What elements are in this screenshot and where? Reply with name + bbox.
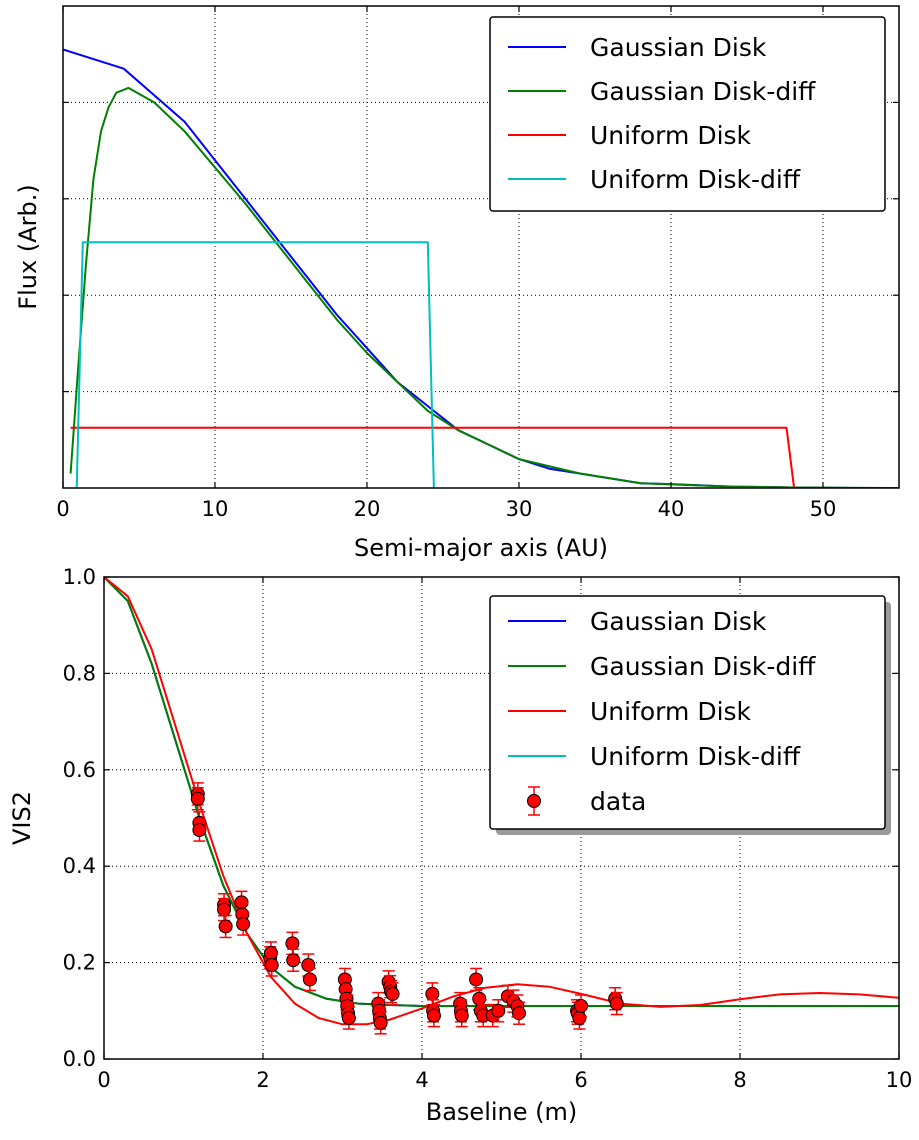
data-point [385, 986, 400, 1001]
data-point [192, 823, 207, 838]
legend: Gaussian Disk Gaussian Disk-diff Uniform D… [489, 16, 886, 212]
series-line-uniform-disk [70, 426, 796, 488]
y-tick-label: 0.6 [63, 758, 96, 782]
series-group [63, 48, 899, 488]
y-tick-label: 0.0 [63, 1047, 96, 1071]
data-point [454, 1008, 469, 1023]
x-tick-label: 4 [415, 1068, 428, 1092]
data-point [218, 919, 233, 934]
y-tick-label: 1.0 [63, 565, 96, 589]
data-point [373, 1015, 388, 1030]
data-point [425, 986, 440, 1001]
plot-frame [62, 5, 900, 489]
legend-box [489, 595, 886, 830]
data-point [302, 972, 317, 987]
series-line-uniform-disk [104, 577, 899, 1026]
data-point [217, 902, 232, 917]
legend-label: Gaussian Disk [590, 33, 767, 62]
x-tick-label: 0 [56, 497, 69, 521]
data-point [472, 991, 487, 1006]
legend-label: Uniform Disk [590, 697, 752, 726]
legend-label: Gaussian Disk-diff [590, 77, 816, 106]
data-point [609, 996, 624, 1011]
y-tick-label: 0.2 [63, 951, 96, 975]
x-tick-label: 6 [574, 1068, 587, 1092]
data-point [234, 895, 249, 910]
series-line-uniform-disk-diff [75, 241, 435, 488]
data-point [574, 998, 588, 1013]
top-panel-flux-profile: 0 10 20 30 40 50 Semi-major axis (AU) Flux (Arb… [14, 5, 900, 562]
y-axis-label: Flux (Arb.) [14, 184, 42, 309]
data-point [236, 917, 251, 932]
x-tick-label: 10 [202, 497, 229, 521]
legend-label: Uniform Disk-diff [590, 165, 801, 194]
data-point [264, 958, 279, 973]
legend-label: Uniform Disk-diff [590, 742, 801, 771]
y-tick-label: 0.4 [63, 854, 96, 878]
x-tick-label: 8 [733, 1068, 746, 1092]
y-tick-label: 0.8 [63, 661, 96, 685]
data-point [511, 1006, 526, 1021]
data-point [285, 936, 300, 951]
x-tick-label: 10 [886, 1068, 913, 1092]
x-tick-label: 0 [97, 1068, 110, 1092]
legend-label: Gaussian Disk [590, 607, 767, 636]
legend: Gaussian Disk Gaussian Disk-diff Uniform D… [489, 595, 891, 835]
data-point [286, 953, 301, 968]
legend-label: data [590, 787, 646, 816]
data-point [263, 945, 278, 960]
x-axis-label: Semi-major axis (AU) [354, 534, 608, 562]
data-point [190, 791, 205, 806]
legend-label: Gaussian Disk-diff [590, 652, 816, 681]
y-axis-label: VIS2 [8, 791, 36, 845]
x-tick-label: 20 [354, 497, 381, 521]
x-tick-label: 50 [810, 497, 837, 521]
series-group [104, 577, 899, 1026]
data-point [341, 1011, 356, 1026]
bottom-panel-visibility: 0 2 4 6 8 10 0.0 0.2 0.4 0.6 0.8 1.0 Baseline (m) VIS… [8, 565, 912, 1126]
x-axis-label: Baseline (m) [426, 1098, 578, 1126]
x-tick-label: 2 [256, 1068, 269, 1092]
data-point [572, 1011, 587, 1026]
data-point [491, 1003, 506, 1018]
data-point [469, 972, 484, 987]
legend-marker [527, 794, 541, 808]
data-point [426, 1008, 441, 1023]
legend-box [489, 16, 886, 212]
legend-label: Uniform Disk [590, 121, 752, 150]
x-tick-label: 30 [506, 497, 533, 521]
x-tick-label: 40 [658, 497, 685, 521]
series-line-gaussian-disk-diff [69, 86, 899, 488]
plot-frame [103, 576, 900, 1060]
data-point [301, 958, 316, 973]
